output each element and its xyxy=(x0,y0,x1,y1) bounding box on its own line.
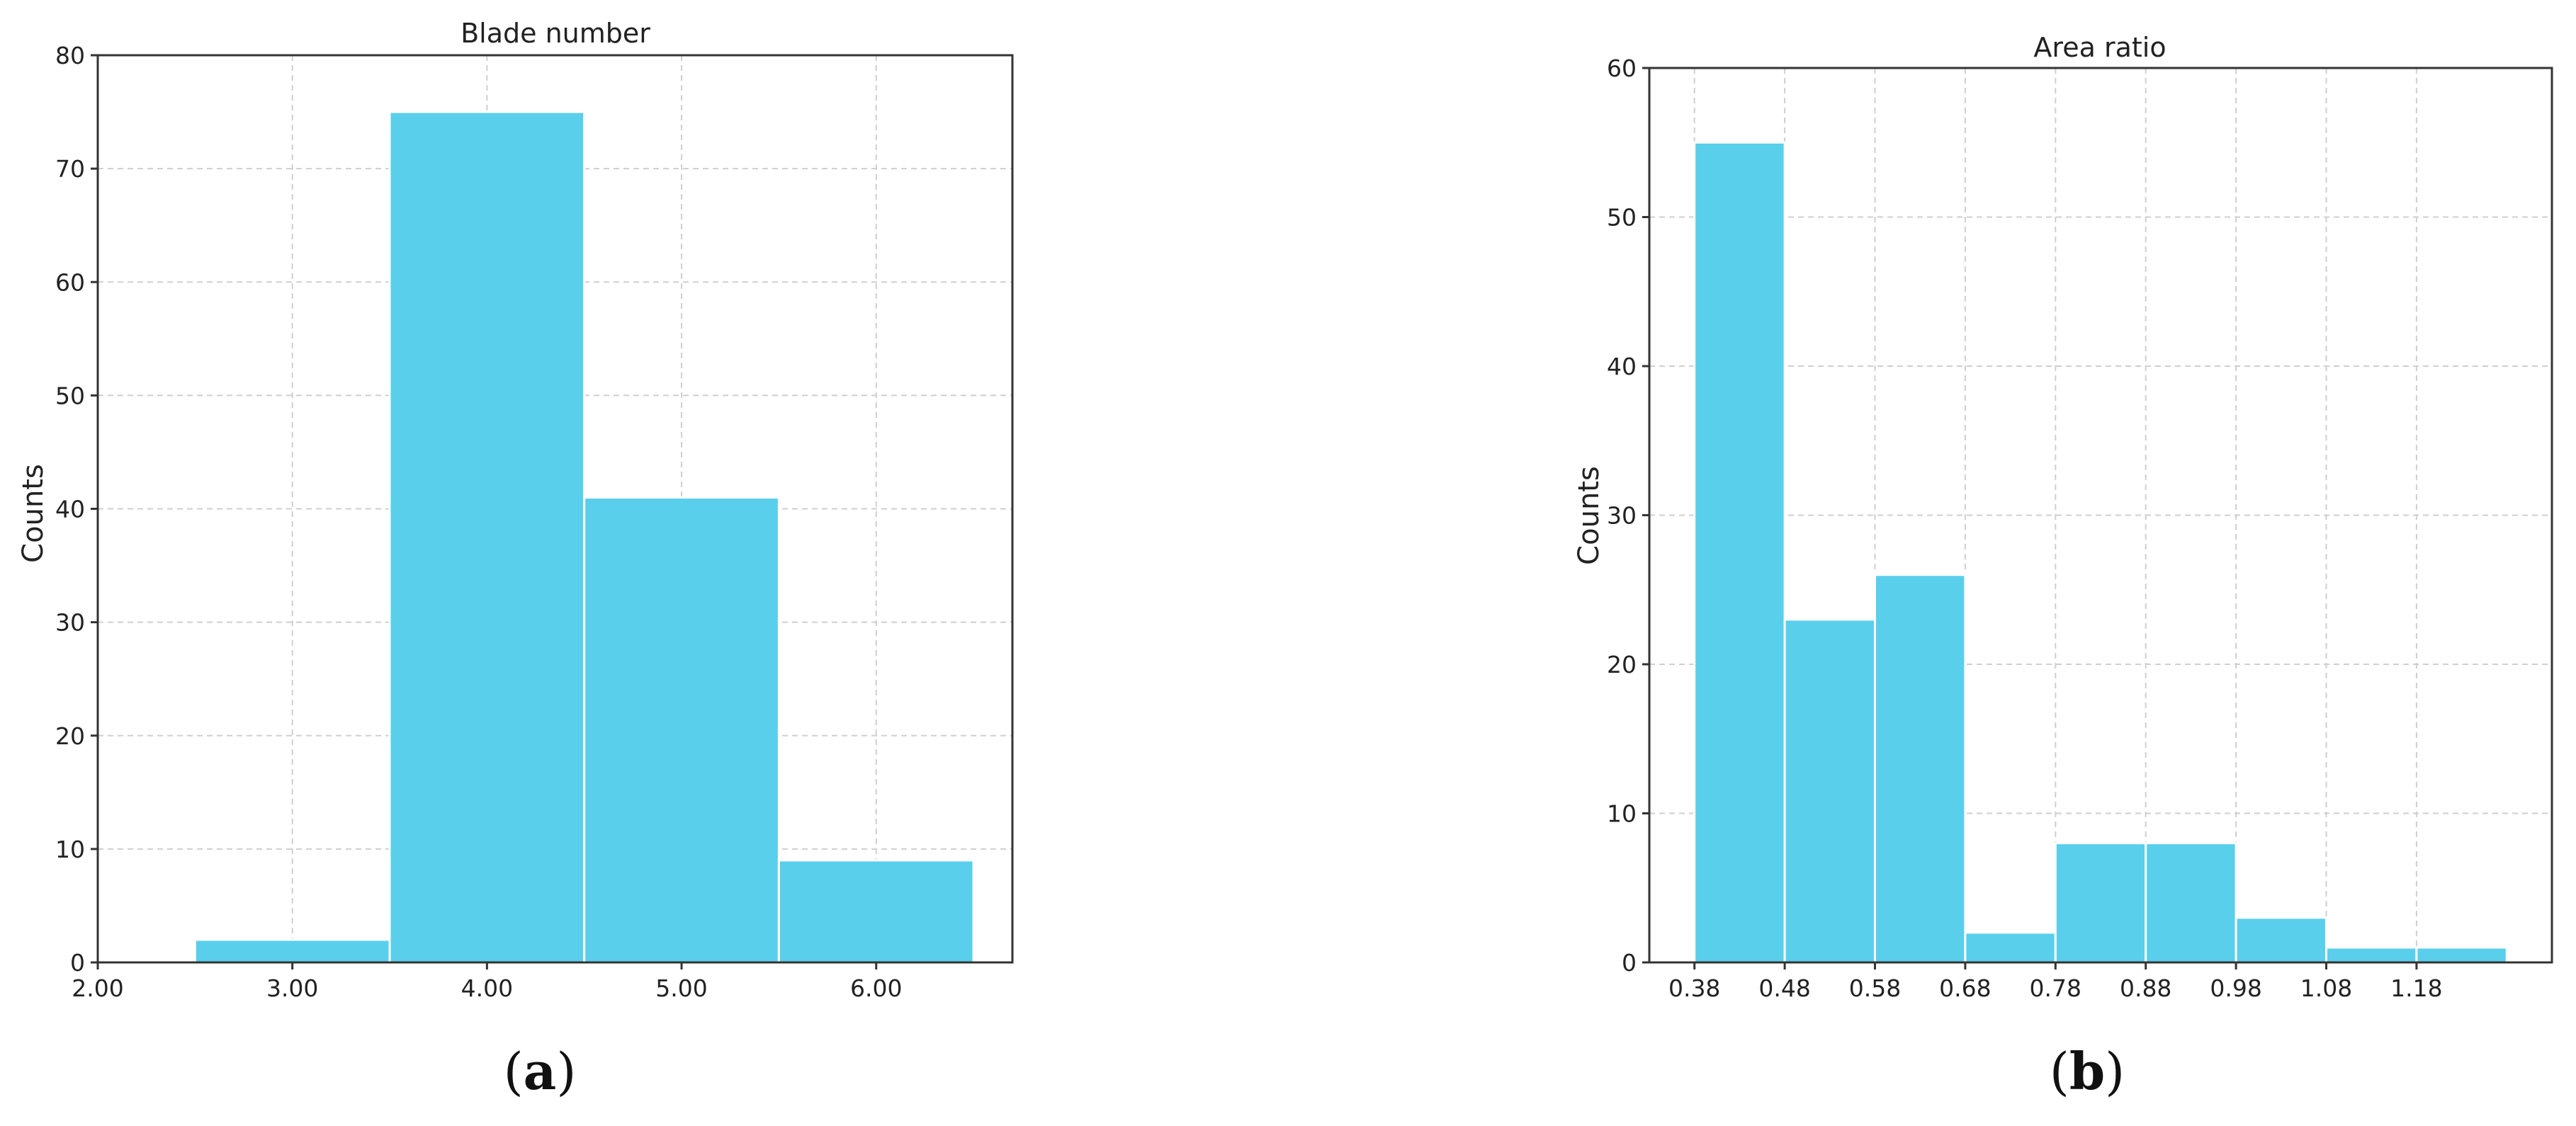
y-axis-label-a: Counts xyxy=(17,464,50,563)
chart-title-b: Area ratio xyxy=(2033,32,2166,63)
histogram-bar xyxy=(583,496,780,964)
y-axis-label-b: Counts xyxy=(1573,466,1605,565)
caption-close-a: ) xyxy=(556,1042,576,1101)
y-tick-label: 40 xyxy=(55,496,85,523)
chart-panel-a: Blade number Counts 0 10 20 30 40 50 60 70 80 2.… xyxy=(17,18,1014,1101)
y-tick-label: 80 xyxy=(55,42,85,69)
y-ticks-b: 0 10 20 30 40 50 60 xyxy=(1607,55,1649,977)
y-ticks-a: 0 10 20 30 40 50 60 70 80 xyxy=(55,42,98,977)
caption-close-b: ) xyxy=(2105,1042,2125,1101)
x-tick-label: 1.08 xyxy=(2300,974,2352,1002)
y-tick-label: 60 xyxy=(1607,55,1637,82)
x-tick-label: 5.00 xyxy=(655,974,707,1002)
caption-open-b: ( xyxy=(2050,1042,2069,1101)
x-ticks-b: 0.38 0.48 0.58 0.68 0.78 0.88 0.98 1.08 1.18 xyxy=(1668,962,2443,1002)
y-tick-label: 60 xyxy=(55,268,85,296)
y-tick-label: 10 xyxy=(1607,800,1637,828)
x-tick-label: 0.68 xyxy=(1939,974,1991,1002)
y-tick-label: 30 xyxy=(55,609,85,637)
x-tick-label: 0.48 xyxy=(1758,974,1810,1002)
y-tick-label: 0 xyxy=(1622,949,1637,977)
panel-caption-b: (b) xyxy=(2050,1041,2125,1101)
chart-title-a: Blade number xyxy=(461,18,650,49)
y-tick-label: 40 xyxy=(1607,353,1637,380)
histogram-bar xyxy=(193,938,391,964)
y-tick-label: 0 xyxy=(70,949,85,977)
histogram-bar xyxy=(2054,842,2147,964)
y-tick-label: 20 xyxy=(1607,651,1637,678)
x-tick-label: 6.00 xyxy=(850,974,902,1002)
y-tick-label: 10 xyxy=(55,836,85,863)
histogram-bar xyxy=(2415,946,2508,964)
histogram-bar xyxy=(2145,842,2237,964)
histogram-bar xyxy=(2235,916,2328,964)
x-tick-label: 0.58 xyxy=(1849,974,1901,1002)
caption-letter-b: b xyxy=(2069,1041,2105,1101)
histogram-bar xyxy=(388,110,586,964)
y-tick-label: 30 xyxy=(1607,502,1637,530)
histogram-bar xyxy=(1693,141,1786,964)
y-tick-label: 50 xyxy=(55,382,85,409)
histogram-bar xyxy=(1874,574,1967,964)
x-ticks-a: 2.00 3.00 4.00 5.00 6.00 xyxy=(72,962,902,1002)
panel-caption-a: (a) xyxy=(504,1041,577,1101)
bars-b xyxy=(1693,141,2508,964)
y-tick-label: 50 xyxy=(1607,204,1637,232)
y-tick-label: 70 xyxy=(55,155,85,183)
caption-letter-a: a xyxy=(524,1041,557,1101)
x-tick-label: 2.00 xyxy=(72,974,123,1002)
x-tick-label: 0.38 xyxy=(1668,974,1720,1002)
histogram-bar xyxy=(1783,618,1877,964)
x-tick-label: 0.98 xyxy=(2210,974,2261,1002)
caption-open-a: ( xyxy=(504,1042,524,1101)
x-tick-label: 0.88 xyxy=(2120,974,2171,1002)
histogram-bar xyxy=(777,859,975,964)
y-tick-label: 20 xyxy=(55,722,85,750)
x-tick-label: 3.00 xyxy=(266,974,318,1002)
histogram-bar xyxy=(1964,931,2057,964)
x-tick-label: 0.78 xyxy=(2030,974,2081,1002)
chart-panel-b: Area ratio Counts 0 10 20 30 40 50 60 0.38 0.48… xyxy=(1573,32,2553,1101)
histogram-bar xyxy=(2325,946,2418,964)
x-tick-label: 4.00 xyxy=(461,974,513,1002)
x-tick-label: 1.18 xyxy=(2390,974,2442,1002)
bars-a xyxy=(193,110,975,964)
